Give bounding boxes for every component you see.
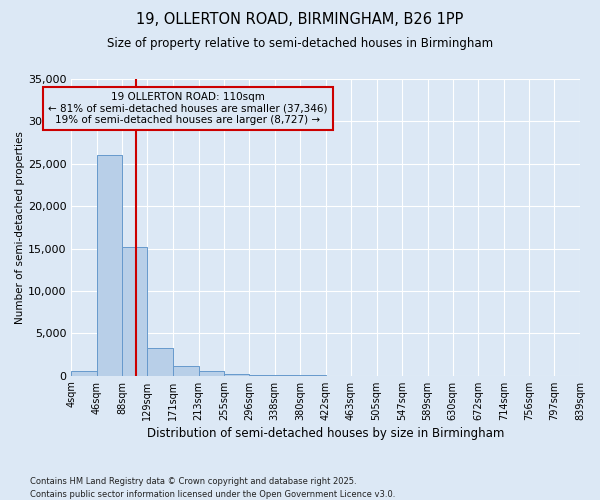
X-axis label: Distribution of semi-detached houses by size in Birmingham: Distribution of semi-detached houses by … (147, 427, 505, 440)
Text: 19, OLLERTON ROAD, BIRMINGHAM, B26 1PP: 19, OLLERTON ROAD, BIRMINGHAM, B26 1PP (136, 12, 464, 28)
Text: Size of property relative to semi-detached houses in Birmingham: Size of property relative to semi-detach… (107, 38, 493, 51)
Bar (199, 372, 224, 376)
Bar (148, 348, 173, 376)
Text: Contains public sector information licensed under the Open Government Licence v3: Contains public sector information licen… (30, 490, 395, 499)
Text: 19 OLLERTON ROAD: 110sqm
← 81% of semi-detached houses are smaller (37,346)
19% : 19 OLLERTON ROAD: 110sqm ← 81% of semi-d… (48, 92, 328, 125)
Bar (71, 372, 97, 376)
Y-axis label: Number of semi-detached properties: Number of semi-detached properties (15, 131, 25, 324)
Bar (224, 374, 249, 376)
Bar (122, 247, 148, 376)
Bar (249, 375, 275, 376)
Text: Contains HM Land Registry data © Crown copyright and database right 2025.: Contains HM Land Registry data © Crown c… (30, 478, 356, 486)
Bar (97, 156, 122, 376)
Bar (173, 366, 199, 376)
